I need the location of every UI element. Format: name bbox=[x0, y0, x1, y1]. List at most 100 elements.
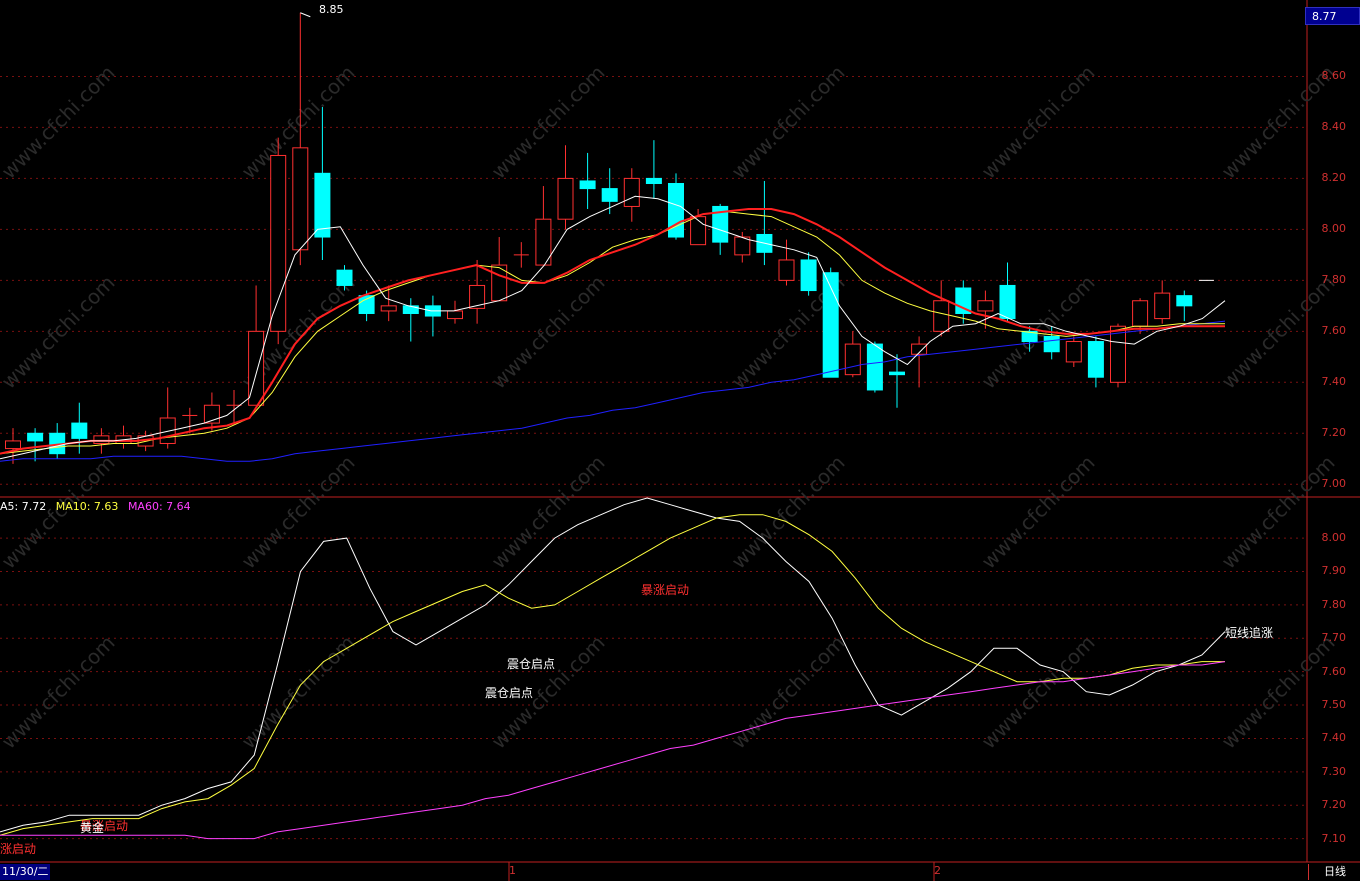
candle-body-down bbox=[889, 371, 905, 376]
candle bbox=[756, 180, 773, 266]
candle-body-down bbox=[712, 205, 729, 243]
candle-body-down bbox=[71, 422, 88, 439]
candle-body-down bbox=[314, 172, 331, 238]
candle bbox=[115, 425, 132, 449]
watermark: www.cfchi.com bbox=[727, 631, 850, 754]
candle-body-down bbox=[601, 188, 618, 202]
candle-body-up bbox=[535, 218, 552, 266]
candle-body-down bbox=[668, 183, 684, 238]
date-label: 11/30/二 bbox=[0, 864, 50, 880]
candle bbox=[668, 173, 684, 240]
candle bbox=[49, 423, 66, 459]
candle bbox=[1154, 280, 1171, 324]
candle-body-up bbox=[1132, 300, 1149, 327]
lower-y-tick: 7.60 bbox=[1321, 664, 1347, 678]
lower-y-tick: 7.10 bbox=[1321, 831, 1347, 845]
candle bbox=[1110, 323, 1126, 388]
candle bbox=[911, 336, 928, 388]
candle-body-up bbox=[1110, 325, 1126, 383]
annotation-zhencang-2: 震仓启点 bbox=[485, 686, 534, 700]
watermark: www.cfchi.com bbox=[977, 61, 1100, 184]
candle-body-down bbox=[822, 272, 839, 378]
candle bbox=[1065, 336, 1082, 368]
candle-body-up bbox=[159, 417, 176, 444]
upper-y-tick: 7.00 bbox=[1321, 477, 1347, 491]
candle-body-up bbox=[380, 305, 397, 312]
watermark: www.cfchi.com bbox=[727, 61, 850, 184]
lower-series-ma10 bbox=[0, 514, 1225, 836]
candle-body-up bbox=[447, 310, 463, 320]
candle-body-down bbox=[336, 269, 353, 286]
candle-body-down bbox=[27, 432, 44, 442]
upper-y-tick: 8.60 bbox=[1321, 69, 1347, 83]
candle bbox=[27, 428, 44, 462]
upper-y-tick: 8.00 bbox=[1321, 222, 1347, 236]
lower-series-ma60 bbox=[0, 661, 1226, 840]
watermark: www.cfchi.com bbox=[0, 271, 120, 394]
candle-body-up bbox=[1065, 341, 1082, 363]
candle bbox=[314, 107, 331, 260]
candle-body-up bbox=[933, 300, 950, 332]
candle-body-up bbox=[977, 300, 994, 312]
watermark: www.cfchi.com bbox=[0, 631, 120, 754]
annotation-huangjin: 黄金 bbox=[80, 821, 105, 835]
watermark: www.cfchi.com bbox=[977, 451, 1100, 574]
candle-body-up bbox=[911, 343, 928, 355]
candle-body-down bbox=[358, 295, 375, 314]
ma5-line bbox=[0, 195, 1226, 460]
candle bbox=[822, 267, 839, 378]
annotation-baozhang-qidong-1: 暴涨启动 bbox=[641, 583, 690, 597]
upper-y-tick: 7.60 bbox=[1321, 324, 1347, 338]
candle bbox=[226, 389, 242, 424]
candle bbox=[336, 265, 353, 291]
peak-price-label: 8.85 bbox=[319, 3, 344, 16]
candle bbox=[5, 428, 21, 464]
ma60-line bbox=[0, 320, 1226, 462]
candle bbox=[778, 239, 795, 286]
candle bbox=[491, 237, 508, 302]
candle bbox=[999, 262, 1016, 322]
upper-y-tick: 7.40 bbox=[1321, 375, 1347, 389]
candle bbox=[977, 290, 994, 329]
month-mark-1: 1 bbox=[509, 864, 516, 877]
lower-y-tick: 7.30 bbox=[1321, 764, 1347, 778]
annotation-baozhang-qidong-2: 暴涨启动 bbox=[80, 819, 129, 833]
candle bbox=[402, 298, 419, 342]
candle-body-up bbox=[1154, 292, 1171, 320]
candle-body-down bbox=[1176, 295, 1193, 307]
watermark: www.cfchi.com bbox=[487, 451, 610, 574]
candle-body-down bbox=[1043, 335, 1060, 353]
upper-y-tick: 8.40 bbox=[1321, 120, 1347, 134]
lower-y-tick: 7.20 bbox=[1321, 798, 1347, 812]
candle-body-down bbox=[402, 305, 419, 314]
candle-body-up bbox=[292, 147, 309, 251]
watermark: www.cfchi.com bbox=[237, 451, 360, 574]
candle bbox=[601, 168, 618, 215]
candle bbox=[579, 152, 596, 209]
candle bbox=[380, 285, 397, 322]
annotation-baozhang-qidong-left: 暴涨启动 bbox=[0, 842, 37, 856]
candle-body-up bbox=[469, 284, 486, 309]
candle bbox=[535, 186, 552, 266]
candle bbox=[424, 295, 441, 337]
candle bbox=[358, 290, 375, 322]
candle bbox=[248, 285, 265, 406]
month-mark-2: 2 bbox=[934, 864, 941, 877]
candle bbox=[270, 137, 287, 345]
period-button[interactable]: 日线 bbox=[1308, 864, 1360, 880]
indicator-legend: A5: 7.72 MA10: 7.63 MA60: 7.64 bbox=[0, 500, 191, 513]
annotation-duanxian: 短线追涨 bbox=[1225, 626, 1274, 640]
watermark: www.cfchi.com bbox=[1217, 451, 1340, 574]
legend-ma60: MA60: 7.64 bbox=[127, 500, 191, 513]
watermark: www.cfchi.com bbox=[977, 631, 1100, 754]
watermark: www.cfchi.com bbox=[487, 61, 610, 184]
candle bbox=[844, 331, 861, 378]
lower-y-tick: 7.70 bbox=[1321, 631, 1347, 645]
candle bbox=[1087, 336, 1104, 388]
candle bbox=[292, 12, 309, 266]
candle-body-down bbox=[1021, 330, 1038, 343]
candle bbox=[447, 300, 463, 324]
upper-y-tick: 8.20 bbox=[1321, 171, 1347, 185]
